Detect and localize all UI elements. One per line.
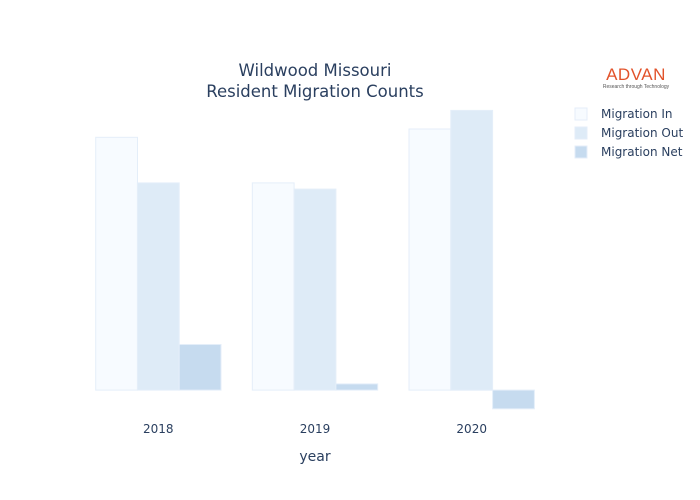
logo-tagline: Research through Technology bbox=[602, 84, 670, 90]
bar-migration-net-2019 bbox=[335, 383, 379, 391]
x-tick-2019: 2019 bbox=[300, 422, 331, 436]
x-axis-title: year bbox=[299, 449, 330, 465]
bar-migration-out-2020 bbox=[450, 109, 494, 391]
bar-migration-in-2020 bbox=[408, 128, 452, 391]
bar-migration-in-2018 bbox=[95, 136, 138, 391]
logo-wordmark: ADVAN bbox=[606, 65, 666, 84]
legend-label-migration-out[interactable]: Migration Out bbox=[601, 126, 683, 140]
chart-title-line-1: Wildwood Missouri bbox=[239, 61, 392, 80]
legend-label-migration-net[interactable]: Migration Net bbox=[601, 145, 683, 159]
legend-swatch-migration-in[interactable] bbox=[574, 107, 588, 121]
chart-title-line-2: Resident Migration Counts bbox=[206, 82, 424, 101]
x-tick-labels: 2018 2019 2020 bbox=[143, 422, 487, 436]
bar-migration-out-2018 bbox=[136, 182, 180, 391]
x-tick-2020: 2020 bbox=[456, 422, 487, 436]
bars-group bbox=[95, 109, 535, 410]
legend-swatch-migration-out[interactable] bbox=[574, 126, 588, 140]
bar-migration-net-2020 bbox=[492, 389, 535, 410]
legend-swatch-migration-net[interactable] bbox=[574, 145, 588, 159]
legend: Migration In Migration Out Migration Net bbox=[574, 107, 683, 159]
x-tick-2018: 2018 bbox=[143, 422, 174, 436]
legend-label-migration-in[interactable]: Migration In bbox=[601, 107, 673, 121]
advan-logo: ADVAN Research through Technology bbox=[590, 66, 682, 94]
bar-migration-out-2019 bbox=[293, 188, 337, 391]
bar-migration-net-2018 bbox=[178, 344, 222, 391]
bar-migration-in-2019 bbox=[251, 182, 295, 391]
